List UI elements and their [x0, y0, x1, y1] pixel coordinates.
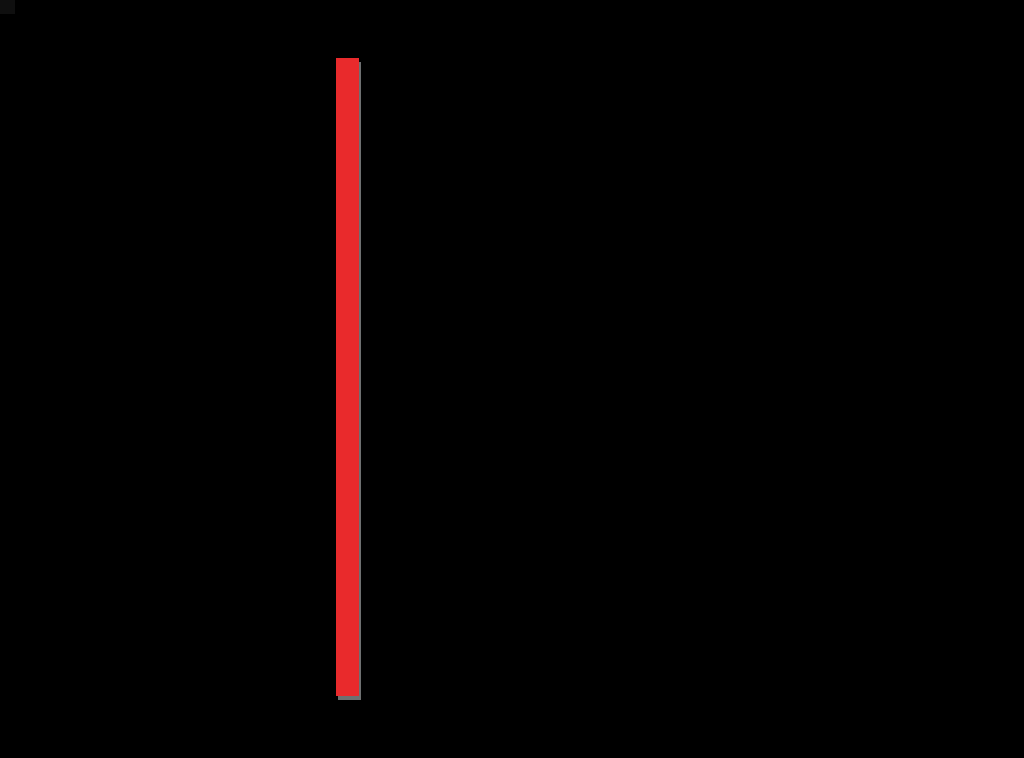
vertical-red-bar	[336, 58, 359, 696]
top-left-dark-square-artifact	[0, 0, 15, 14]
